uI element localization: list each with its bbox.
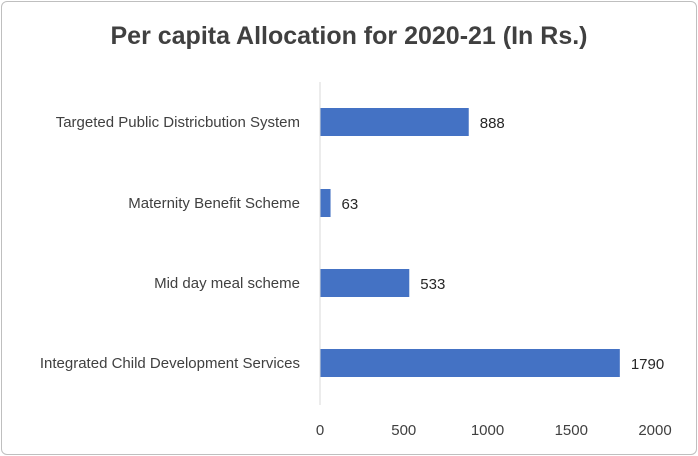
data-label-1: 63 (342, 196, 359, 213)
data-label-0: 888 (480, 115, 505, 132)
x-tick-label-1: 500 (391, 422, 416, 439)
labels-layer: Targeted Public Districbution System 888 M… (40, 114, 664, 373)
category-label-1: Maternity Benefit Scheme (128, 195, 300, 212)
bars-layer (320, 108, 620, 377)
bar-2 (320, 269, 410, 297)
category-label-2: Mid day meal scheme (154, 275, 300, 292)
x-tick-label-0: 0 (316, 422, 324, 439)
x-axis-ticks: 0 500 1000 1500 2000 (316, 422, 672, 439)
x-tick-label-4: 2000 (638, 422, 671, 439)
x-tick-label-3: 1500 (555, 422, 588, 439)
category-label-3: Integrated Child Development Services (40, 355, 300, 372)
data-label-3: 1790 (631, 356, 664, 373)
bar-3 (320, 349, 620, 377)
data-label-2: 533 (420, 276, 445, 293)
x-tick-label-2: 1000 (471, 422, 504, 439)
bar-0 (320, 108, 469, 136)
category-label-0: Targeted Public Districbution System (56, 114, 300, 131)
bar-1 (320, 189, 331, 217)
chart-title: Per capita Allocation for 2020-21 (In Rs… (110, 22, 588, 50)
